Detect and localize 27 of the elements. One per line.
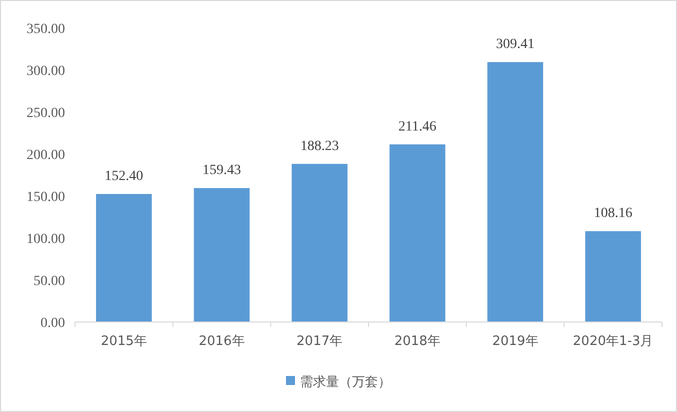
data-label: 211.46 [398,119,436,134]
bar [390,144,446,322]
data-label: 152.40 [104,168,144,184]
y-tick-label: 350.00 [26,22,65,37]
y-tick-label: 100.00 [26,232,65,247]
data-label: 309.41 [496,37,534,52]
bar [292,164,348,322]
bar [96,194,152,322]
x-tick-label: 2020年1-3月 [572,334,654,349]
data-label: 108.16 [594,206,632,222]
x-tick-label: 2015年 [100,334,147,349]
x-tick-label: 2017年 [296,334,343,349]
y-tick-label: 250.00 [26,106,65,121]
legend-label: 需求量（万套） [300,375,391,390]
y-tick-label: 50.00 [34,274,65,289]
bar [194,188,250,322]
x-tick-label: 2018年 [394,334,440,349]
y-tick-label: 200.00 [26,148,65,163]
y-tick-label: 300.00 [26,64,65,79]
bar [585,231,641,322]
y-tick-label: 150.00 [26,190,65,205]
x-tick-label: 2019年 [492,334,538,349]
y-tick-label: 0.00 [40,316,65,331]
x-tick-label: 2016年 [198,334,245,349]
data-label: 159.43 [202,163,241,178]
bar [487,62,544,322]
data-label: 188.23 [300,138,339,154]
